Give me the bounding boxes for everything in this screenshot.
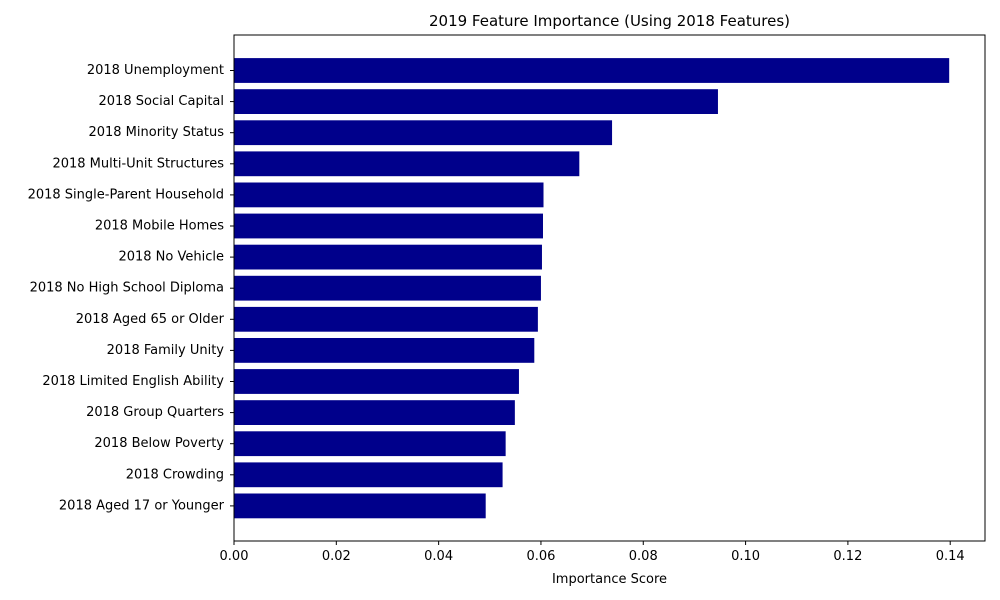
bar <box>234 58 950 83</box>
bar <box>234 213 543 239</box>
x-axis-label: Importance Score <box>552 572 667 587</box>
bar <box>234 89 718 114</box>
y-tick-label: 2018 Unemployment <box>87 63 224 78</box>
bar <box>234 462 503 488</box>
bar <box>234 338 535 363</box>
bar <box>234 244 542 270</box>
x-tick-label: 0.00 <box>220 549 249 564</box>
bar <box>234 431 506 457</box>
y-tick-label: 2018 No High School Diploma <box>30 281 224 296</box>
y-tick-label: 2018 Family Unity <box>107 343 225 358</box>
y-tick-label: 2018 Group Quarters <box>86 405 224 420</box>
bar <box>234 275 541 301</box>
bar <box>234 400 515 425</box>
bar <box>234 306 538 332</box>
chart-title: 2019 Feature Importance (Using 2018 Feat… <box>429 12 790 30</box>
x-tick-label: 0.04 <box>424 549 453 564</box>
x-tick-label: 0.14 <box>936 549 965 564</box>
y-tick-label: 2018 No Vehicle <box>118 250 224 265</box>
y-tick-labels: 2018 Unemployment 2018 Social Capital 2018… <box>28 63 234 513</box>
bar <box>234 182 544 208</box>
y-tick-label: 2018 Minority Status <box>88 125 224 140</box>
y-tick-label: 2018 Limited English Ability <box>42 374 224 389</box>
x-ticks-group: 0.00 0.02 0.04 0.06 0.08 0.10 0.12 0.14 <box>220 541 965 564</box>
bar <box>234 151 580 177</box>
y-tick-label: 2018 Multi-Unit Structures <box>52 156 224 171</box>
bar <box>234 493 486 519</box>
y-tick-label: 2018 Aged 17 or Younger <box>59 498 225 513</box>
bars-group <box>234 58 950 519</box>
y-tick-label: 2018 Social Capital <box>99 94 224 109</box>
x-tick-label: 0.06 <box>526 549 555 564</box>
bar <box>234 120 613 146</box>
y-tick-label: 2018 Crowding <box>126 467 224 482</box>
plot-frame <box>233 34 986 542</box>
y-tick-label: 2018 Below Poverty <box>94 436 224 451</box>
bar <box>234 369 519 394</box>
y-tick-label: 2018 Single-Parent Household <box>28 187 224 202</box>
y-tick-label: 2018 Aged 65 or Older <box>76 312 225 327</box>
x-tick-label: 0.02 <box>322 549 351 564</box>
x-tick-label: 0.08 <box>629 549 658 564</box>
x-tick-label: 0.12 <box>833 549 862 564</box>
x-tick-label: 0.10 <box>731 549 760 564</box>
y-tick-label: 2018 Mobile Homes <box>95 219 224 234</box>
